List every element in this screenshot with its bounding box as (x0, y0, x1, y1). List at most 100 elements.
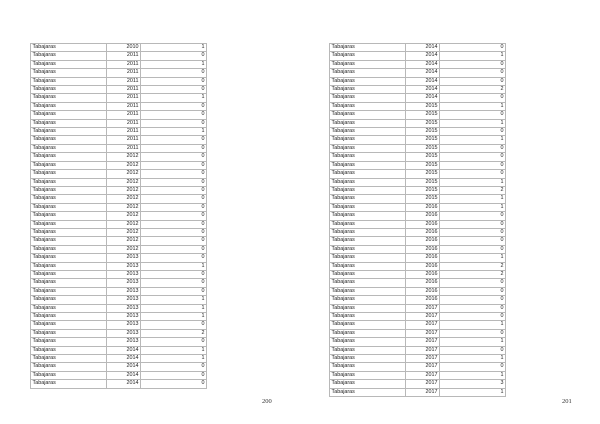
table-row: Tabajaras 2016 0 (329, 278, 506, 288)
count-cell: 2 (439, 185, 506, 196)
count-cell: 0 (140, 118, 207, 129)
count-cell: 0 (439, 345, 506, 356)
year-cell: 2015 (405, 177, 440, 187)
data-table-right: Tabajaras 2014 0 Tabajaras 2014 1 Tabajaras 201… (329, 42, 506, 398)
name-cell: Tabajaras (329, 118, 406, 129)
year-cell: 2016 (405, 236, 440, 246)
year-cell: 2017 (405, 354, 440, 364)
count-cell: 1 (439, 135, 506, 145)
name-cell: Tabajaras (329, 93, 406, 103)
table-row: Tabajaras 2010 1 (30, 42, 207, 53)
name-cell: Tabajaras (329, 169, 406, 179)
table-row: Tabajaras 2014 2 (329, 85, 506, 95)
count-cell: 1 (140, 354, 207, 364)
name-cell: Tabajaras (329, 143, 406, 154)
count-cell: 1 (439, 101, 506, 112)
name-cell: Tabajaras (329, 387, 406, 398)
year-cell: 2016 (405, 261, 440, 271)
table-row: Tabajaras 2014 0 (329, 42, 506, 53)
table-row: Tabajaras 2015 1 (329, 194, 506, 204)
table-row: Tabajaras 2013 0 (30, 320, 207, 330)
name-cell: Tabajaras (329, 135, 406, 145)
name-cell: Tabajaras (30, 236, 107, 246)
year-cell: 2015 (405, 160, 440, 171)
year-cell: 2014 (405, 93, 440, 103)
table-row: Tabajaras 2016 0 (329, 286, 506, 297)
name-cell: Tabajaras (30, 328, 107, 339)
count-cell: 1 (439, 194, 506, 204)
year-cell: 2015 (405, 152, 440, 162)
name-cell: Tabajaras (30, 85, 107, 95)
name-cell: Tabajaras (30, 101, 107, 112)
table-row: Tabajaras 2013 1 (30, 261, 207, 271)
count-cell: 1 (140, 261, 207, 271)
table-row: Tabajaras 2014 1 (30, 345, 207, 356)
name-cell: Tabajaras (329, 286, 406, 297)
count-cell: 1 (439, 337, 506, 347)
count-cell: 1 (140, 303, 207, 314)
year-cell: 2017 (405, 362, 440, 372)
year-cell: 2014 (106, 379, 141, 389)
table-row: Tabajaras 2011 1 (30, 93, 207, 103)
count-cell: 1 (439, 51, 506, 61)
count-cell: 0 (140, 85, 207, 95)
page-number-left: 200 (262, 398, 272, 405)
name-cell: Tabajaras (329, 253, 406, 263)
year-cell: 2015 (405, 169, 440, 179)
year-cell: 2017 (405, 311, 440, 322)
year-cell: 2014 (405, 85, 440, 95)
year-cell: 2014 (106, 362, 141, 372)
name-cell: Tabajaras (329, 110, 406, 120)
year-cell: 2014 (405, 51, 440, 61)
year-cell: 2016 (405, 286, 440, 297)
year-cell: 2011 (106, 68, 141, 78)
name-cell: Tabajaras (30, 379, 107, 389)
table-row: Tabajaras 2011 0 (30, 135, 207, 145)
year-cell: 2011 (106, 118, 141, 129)
name-cell: Tabajaras (329, 320, 406, 330)
table-row: Tabajaras 2011 0 (30, 118, 207, 129)
table-row: Tabajaras 2012 0 (30, 169, 207, 179)
year-cell: 2014 (106, 345, 141, 356)
name-cell: Tabajaras (30, 227, 107, 238)
name-cell: Tabajaras (329, 236, 406, 246)
name-cell: Tabajaras (30, 354, 107, 364)
name-cell: Tabajaras (329, 345, 406, 356)
count-cell: 0 (140, 51, 207, 61)
count-cell: 1 (140, 127, 207, 137)
name-cell: Tabajaras (30, 135, 107, 145)
name-cell: Tabajaras (30, 244, 107, 255)
table-row: Tabajaras 2015 0 (329, 110, 506, 120)
name-cell: Tabajaras (329, 185, 406, 196)
count-cell: 0 (140, 379, 207, 389)
table-row: Tabajaras 2013 0 (30, 278, 207, 288)
name-cell: Tabajaras (30, 143, 107, 154)
name-cell: Tabajaras (329, 76, 406, 87)
table-row: Tabajaras 2015 0 (329, 152, 506, 162)
table-row: Tabajaras 2011 1 (30, 127, 207, 137)
count-cell: 0 (140, 227, 207, 238)
count-cell: 0 (439, 219, 506, 229)
year-cell: 2016 (405, 202, 440, 213)
year-cell: 2015 (405, 194, 440, 204)
table-row: Tabajaras 2012 0 (30, 236, 207, 246)
name-cell: Tabajaras (329, 269, 406, 280)
table-row: Tabajaras 2016 0 (329, 236, 506, 246)
table-row: Tabajaras 2016 0 (329, 227, 506, 238)
count-cell: 0 (439, 303, 506, 314)
count-cell: 0 (439, 169, 506, 179)
count-cell: 0 (439, 236, 506, 246)
year-cell: 2012 (106, 211, 141, 221)
name-cell: Tabajaras (329, 354, 406, 364)
year-cell: 2016 (405, 211, 440, 221)
name-cell: Tabajaras (30, 42, 107, 53)
table-row: Tabajaras 2017 0 (329, 311, 506, 322)
table-row: Tabajaras 2017 3 (329, 379, 506, 389)
table-row: Tabajaras 2013 0 (30, 337, 207, 347)
count-cell: 0 (140, 68, 207, 78)
year-cell: 2013 (106, 286, 141, 297)
table-row: Tabajaras 2016 2 (329, 269, 506, 280)
name-cell: Tabajaras (30, 219, 107, 229)
year-cell: 2011 (106, 59, 141, 70)
table-row: Tabajaras 2015 1 (329, 118, 506, 129)
